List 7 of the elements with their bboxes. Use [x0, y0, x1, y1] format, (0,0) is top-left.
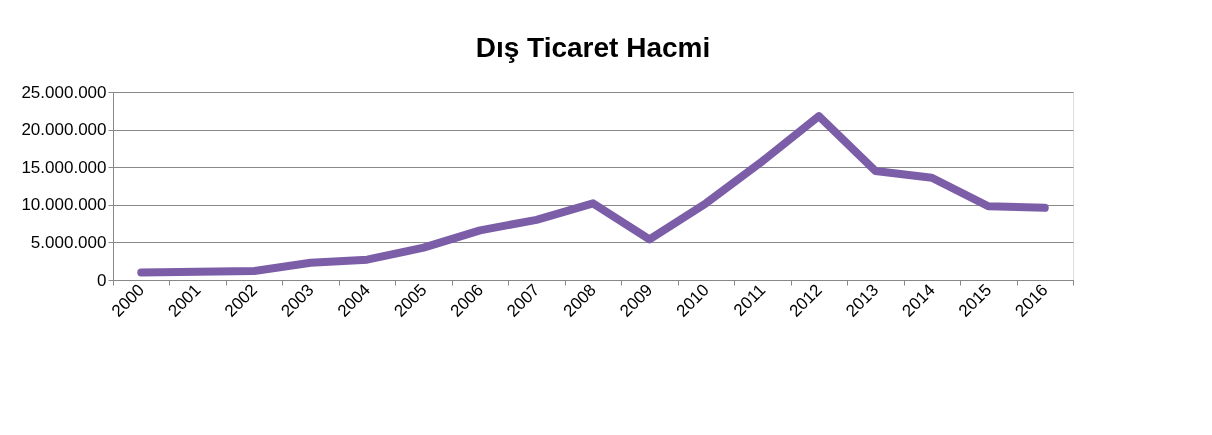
- y-tick-label: 15.000.000: [21, 157, 107, 177]
- chart-title: Dış Ticaret Hacmi: [475, 32, 711, 63]
- y-tick-label: 20.000.000: [21, 120, 107, 140]
- y-tick-label: 10.000.000: [21, 195, 107, 215]
- y-tick-label: 0: [97, 270, 107, 290]
- y-tick-label: 25.000.000: [21, 82, 107, 102]
- y-tick-label: 5.000.000: [30, 232, 107, 252]
